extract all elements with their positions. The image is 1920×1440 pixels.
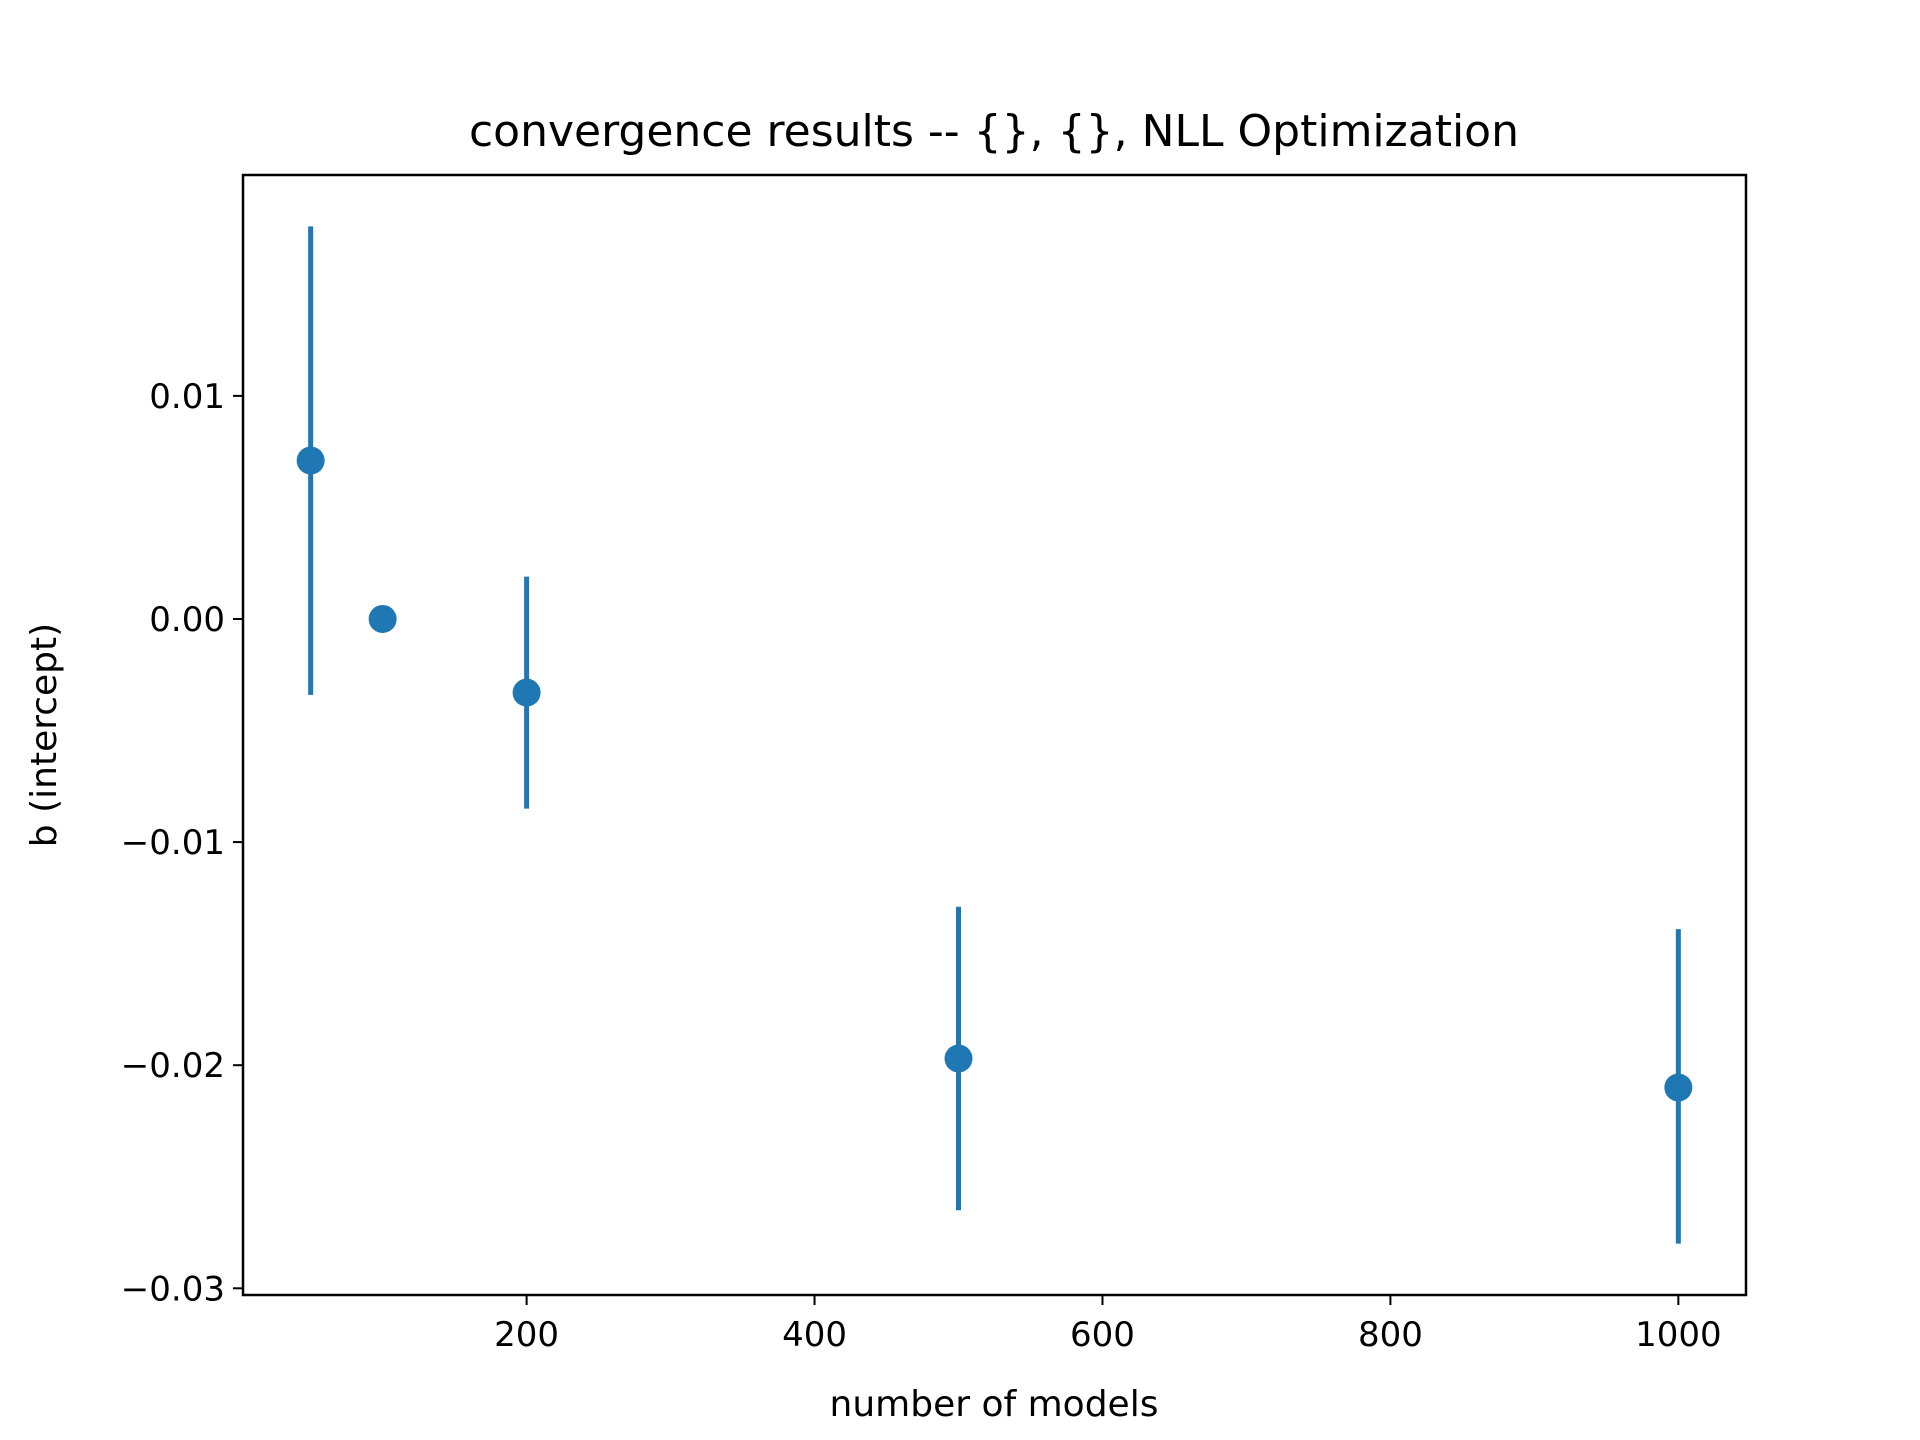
data-point-4 [1664, 1073, 1693, 1102]
chart-title: convergence results -- {}, {}, NLL Optim… [469, 106, 1519, 157]
x-axis: 200 400 600 800 1000 [494, 1295, 1722, 1355]
y-tick-label: −0.02 [121, 1046, 225, 1086]
y-axis: 0.01 0.00 −0.01 −0.02 −0.03 [121, 377, 243, 1309]
y-tick-label: −0.01 [121, 823, 225, 863]
data-point-3 [944, 1044, 973, 1073]
plot-frame [241, 173, 1748, 1297]
y-tick-label: 0.00 [149, 600, 225, 640]
x-tick-label: 400 [782, 1315, 847, 1355]
plot-area [296, 226, 1693, 1244]
data-point-2 [512, 678, 541, 707]
y-tick-label: 0.01 [149, 377, 225, 417]
x-tick-label: 200 [494, 1315, 559, 1355]
data-point-0 [296, 446, 325, 475]
data-point-1 [368, 604, 397, 633]
x-tick-label: 800 [1358, 1315, 1423, 1355]
x-axis-title: number of models [830, 1384, 1159, 1425]
y-tick-label: −0.03 [121, 1269, 225, 1309]
y-axis-title: b (intercept) [24, 623, 65, 847]
x-tick-label: 600 [1070, 1315, 1135, 1355]
x-tick-label: 1000 [1635, 1315, 1722, 1355]
